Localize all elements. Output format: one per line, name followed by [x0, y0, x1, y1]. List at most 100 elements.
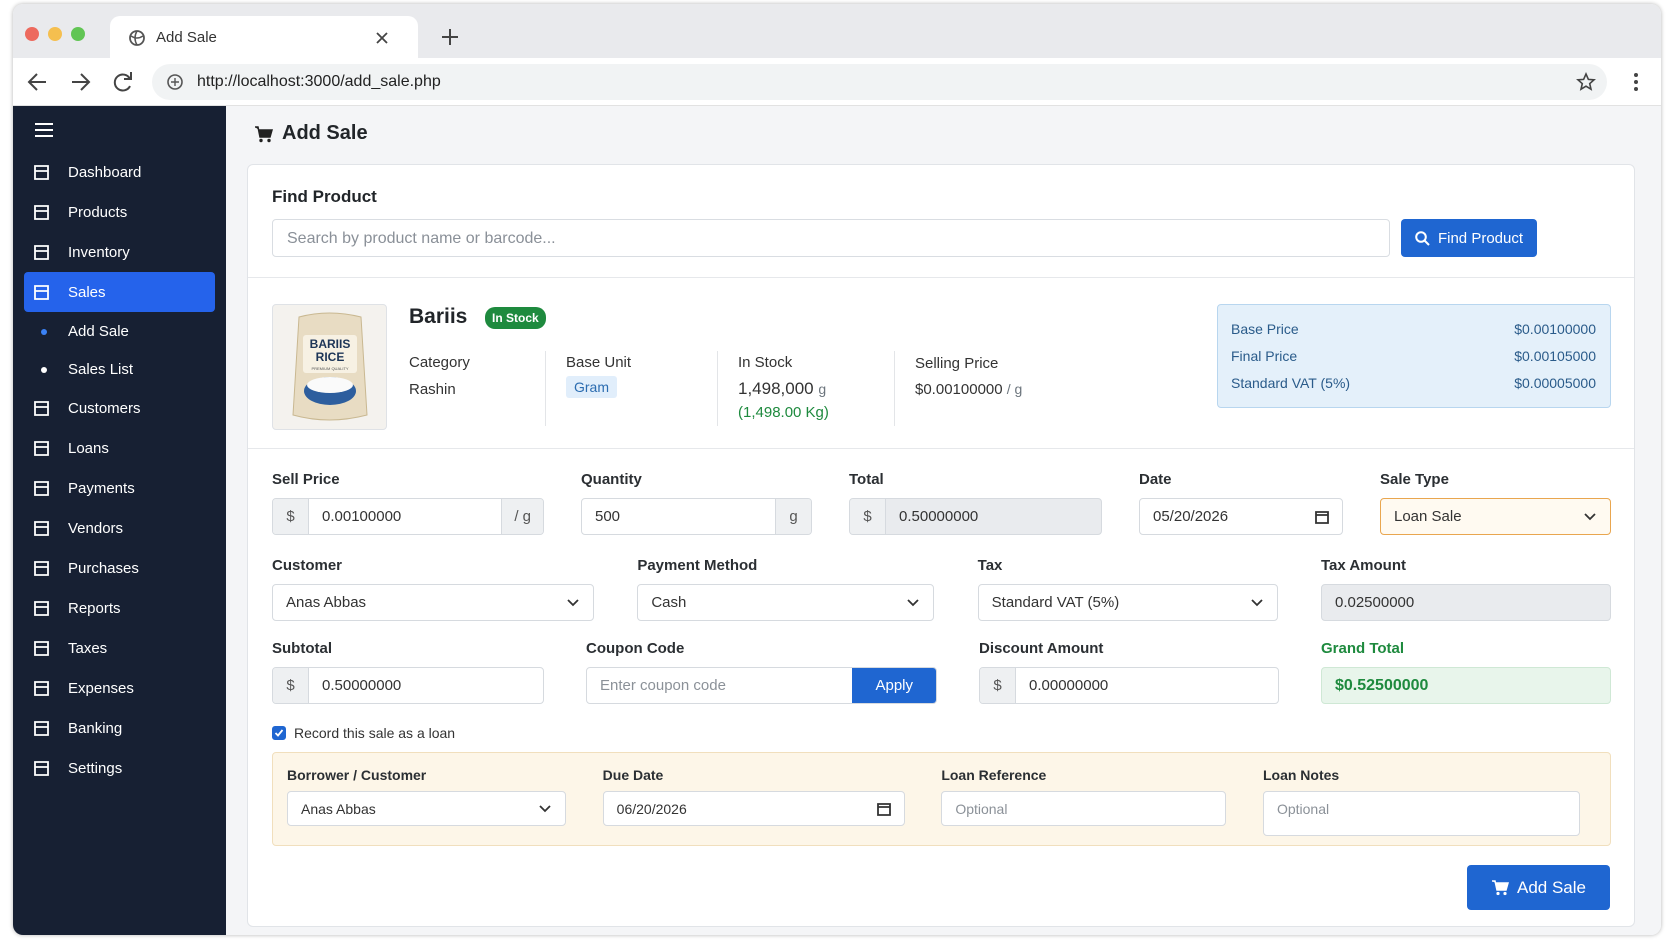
nav-label: Taxes — [68, 639, 108, 657]
field-control[interactable]: Loan Sale — [1380, 498, 1611, 535]
input-suffix: / g — [501, 499, 543, 534]
nav-buttons[interactable] — [13, 58, 143, 106]
nav-icon-shape — [34, 441, 49, 456]
nav-item[interactable]: Banking — [24, 708, 215, 748]
field-control[interactable]: 05/20/2026 — [1139, 498, 1343, 535]
field-control[interactable]: $0.52500000 — [1321, 667, 1611, 704]
stock-badge: In Stock — [485, 307, 546, 329]
field-control[interactable]: 06/20/2026 — [602, 791, 905, 826]
loan-checkbox-row[interactable]: Record this sale as a loan — [272, 725, 455, 741]
window-controls[interactable] — [13, 4, 93, 58]
nav-item[interactable]: Sales — [24, 272, 215, 312]
field-control[interactable]: $0.50000000 — [272, 667, 544, 704]
nav-item[interactable]: Inventory — [24, 232, 215, 272]
field-label: Loan Reference — [941, 767, 1047, 783]
calendar — [876, 802, 891, 816]
field-control[interactable]: 0.02500000 — [1320, 584, 1611, 621]
nav-item[interactable]: Expenses — [24, 668, 215, 708]
search-icon — [1415, 230, 1430, 246]
nav-icon — [34, 401, 49, 416]
new-tab[interactable] — [441, 28, 459, 46]
chevron-shape — [907, 598, 919, 606]
input-placeholder: Optional — [955, 800, 1008, 817]
tab-favicon — [129, 30, 145, 46]
field-label: Subtotal — [272, 639, 332, 657]
field-control[interactable]: Cash — [637, 584, 935, 621]
input-prefix: $ — [273, 499, 309, 534]
site-info-icon[interactable] — [166, 73, 184, 91]
field-control[interactable]: $0.00100000 / g — [272, 498, 544, 535]
nav-label: Settings — [68, 759, 123, 777]
nav-sub-item[interactable]: Sales List — [24, 350, 215, 388]
check-mark — [274, 729, 284, 737]
rice-bag: BARIIS RICE PREMIUM QUALITY — [292, 312, 368, 421]
nav-item[interactable]: Dashboard — [24, 152, 215, 192]
form-field: Quantity 500 g — [581, 469, 812, 535]
field-label: Tax — [977, 556, 1003, 574]
bag-line3: PREMIUM QUALITY — [311, 366, 348, 371]
category-label: Category — [409, 354, 470, 371]
form-field: Date 05/20/2026 — [1139, 469, 1343, 535]
price-row: Base Price $0.00100000 — [1231, 321, 1596, 337]
menu-dots[interactable] — [1633, 72, 1639, 92]
hamburger[interactable] — [34, 122, 54, 138]
product-name: Bariis — [409, 305, 468, 328]
loan-checkbox[interactable] — [272, 726, 286, 740]
nav-icon — [34, 721, 49, 736]
nav-item[interactable]: Taxes — [24, 628, 215, 668]
find-button[interactable]: Find Product — [1401, 219, 1537, 257]
field-control[interactable]: Anas Abbas — [287, 791, 566, 826]
input-value: Anas Abbas — [301, 800, 376, 817]
nav-item[interactable]: Customers — [24, 388, 215, 428]
form-field: Total $0.50000000 — [849, 469, 1102, 535]
field-label: Customer — [272, 556, 343, 574]
nav-label: Inventory — [68, 243, 130, 261]
selling-unit: / g — [1006, 381, 1023, 397]
field-control[interactable]: 500 g — [581, 498, 812, 535]
product-image: BARIIS RICE PREMIUM QUALITY — [272, 304, 387, 430]
field-control[interactable]: Standard VAT (5%) — [977, 584, 1278, 621]
field-label: Date — [1139, 470, 1172, 488]
tab-title: Add Sale — [156, 29, 217, 46]
input-value: Anas Abbas — [286, 594, 367, 611]
nav-sub-item[interactable]: Add Sale — [24, 312, 215, 350]
find-title: Find Product — [272, 187, 377, 206]
divider — [717, 351, 718, 426]
category-value: Rashin — [409, 381, 456, 398]
form-field: Payment Method Cash — [637, 555, 935, 621]
add-sale-button[interactable]: Add Sale — [1467, 865, 1610, 910]
chevron-shape — [567, 598, 579, 606]
field-control[interactable]: $0.50000000 — [849, 498, 1102, 535]
price-label: Base Price — [1231, 321, 1299, 337]
form-row: Subtotal $0.50000000 Coupon Code Enter coup… — [272, 638, 1611, 704]
bag-line2: RICE — [316, 350, 345, 364]
price-row: Final Price $0.00105000 — [1231, 348, 1596, 364]
bookmark-star[interactable] — [1576, 72, 1596, 92]
nav-item[interactable]: Loans — [24, 428, 215, 468]
nav-item[interactable]: Vendors — [24, 508, 215, 548]
field-control[interactable]: Optional — [941, 791, 1227, 826]
search-input[interactable]: Search by product name or barcode... — [272, 219, 1390, 257]
field-control[interactable]: Enter coupon code Apply — [586, 667, 937, 704]
nav-icon — [34, 601, 49, 616]
input-placeholder: Optional — [1276, 801, 1330, 817]
field-label: Discount Amount — [979, 639, 1104, 657]
nav-label: Banking — [68, 719, 123, 737]
address-bar[interactable]: http://localhost:3000/add_sale.php — [152, 64, 1607, 100]
browser-tab[interactable]: Add Sale — [110, 16, 418, 58]
field-control[interactable]: $0.00000000 — [979, 667, 1279, 704]
nav-item[interactable]: Products — [24, 192, 215, 232]
nav-item[interactable]: Purchases — [24, 548, 215, 588]
field-control[interactable]: Anas Abbas — [272, 584, 594, 621]
nav-icon-shape — [34, 681, 49, 696]
nav-item[interactable]: Settings — [24, 748, 215, 788]
apply-button[interactable]: Apply — [852, 668, 936, 703]
chevron — [1251, 598, 1263, 606]
tab-close[interactable] — [375, 31, 389, 45]
field-control[interactable]: Optional — [1262, 791, 1580, 836]
nav-item[interactable]: Reports — [24, 588, 215, 628]
form-row: Sell Price $0.00100000 / g Quantity 500 g Tota… — [272, 469, 1611, 535]
nav-icon-shape — [34, 165, 49, 180]
chevron-shape — [1251, 598, 1263, 606]
nav-item[interactable]: Payments — [24, 468, 215, 508]
